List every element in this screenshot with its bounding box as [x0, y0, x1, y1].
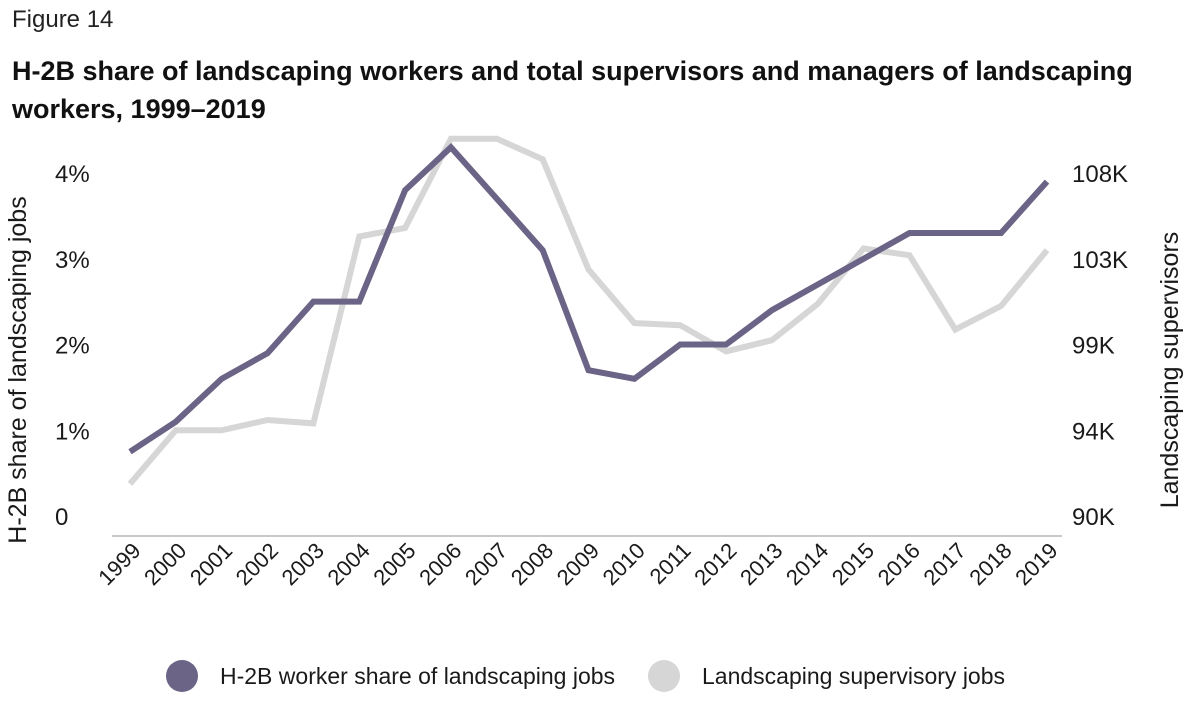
- x-tick-label: 2013: [735, 538, 787, 590]
- right-tick-label: 94K: [1072, 418, 1115, 445]
- x-axis: 1999200020012002200320042005200620072008…: [93, 538, 1062, 590]
- x-tick-label: 2008: [506, 538, 558, 590]
- legend-label-supervisors: Landscaping supervisory jobs: [702, 662, 1006, 689]
- right-tick-label: 99K: [1072, 333, 1115, 360]
- legend: H-2B worker share of landscaping jobs La…: [0, 660, 1200, 700]
- x-tick-label: 2002: [231, 538, 283, 590]
- x-tick-label: 2007: [460, 538, 512, 590]
- chart-title: H-2B share of landscaping workers and to…: [12, 56, 1133, 124]
- legend-swatch-supervisors: [648, 660, 680, 692]
- right-tick-label: 90K: [1072, 504, 1115, 531]
- legend-item-h2b: H-2B worker share of landscaping jobs: [166, 660, 615, 692]
- series-layer: [127, 135, 1050, 486]
- series-line-supervisors: [127, 135, 1050, 486]
- x-tick-label: 2018: [964, 538, 1016, 590]
- x-tick-label: 2009: [552, 538, 604, 590]
- legend-item-supervisors: Landscaping supervisory jobs: [648, 660, 1005, 692]
- left-tick-label: 2%: [55, 333, 90, 360]
- x-tick-label: 1999: [93, 538, 145, 590]
- legend-swatch-h2b: [166, 660, 198, 692]
- series-line-h2b-share: [128, 143, 1050, 455]
- x-tick-label: 2000: [139, 538, 191, 590]
- x-tick-label: 2019: [1010, 538, 1062, 590]
- left-tick-label: 3%: [55, 247, 90, 274]
- left-axis-title: H-2B share of landscaping jobs: [4, 196, 32, 543]
- x-tick-label: 2010: [598, 538, 650, 590]
- left-axis: 0 1% 2% 3% 4%: [55, 161, 90, 531]
- right-axis-title: Landscaping supervisors: [1156, 232, 1184, 509]
- right-tick-label: 108K: [1072, 161, 1128, 188]
- x-tick-label: 2015: [827, 538, 879, 590]
- x-tick-label: 2016: [873, 538, 925, 590]
- legend-label-h2b: H-2B worker share of landscaping jobs: [220, 662, 616, 689]
- x-tick-label: 2006: [414, 538, 466, 590]
- figure-label: Figure 14: [12, 6, 114, 33]
- x-tick-label: 2003: [277, 538, 329, 590]
- left-tick-label: 1%: [55, 418, 90, 445]
- x-tick-label: 2014: [781, 538, 833, 590]
- x-tick-label: 2004: [322, 538, 374, 590]
- right-tick-label: 103K: [1072, 247, 1128, 274]
- x-tick-label: 2001: [185, 538, 237, 590]
- left-tick-label: 4%: [55, 161, 90, 188]
- right-axis: 90K 94K 99K 103K 108K: [1072, 161, 1128, 531]
- line-chart: 0 1% 2% 3% 4% 90K 94K 99K 103K 108K 199920002001…: [4, 135, 1184, 590]
- x-tick-label: 2005: [368, 538, 420, 590]
- x-tick-label: 2017: [919, 538, 971, 590]
- x-tick-label: 2011: [645, 538, 696, 589]
- x-tick-label: 2012: [689, 538, 741, 590]
- left-tick-label: 0: [55, 504, 68, 531]
